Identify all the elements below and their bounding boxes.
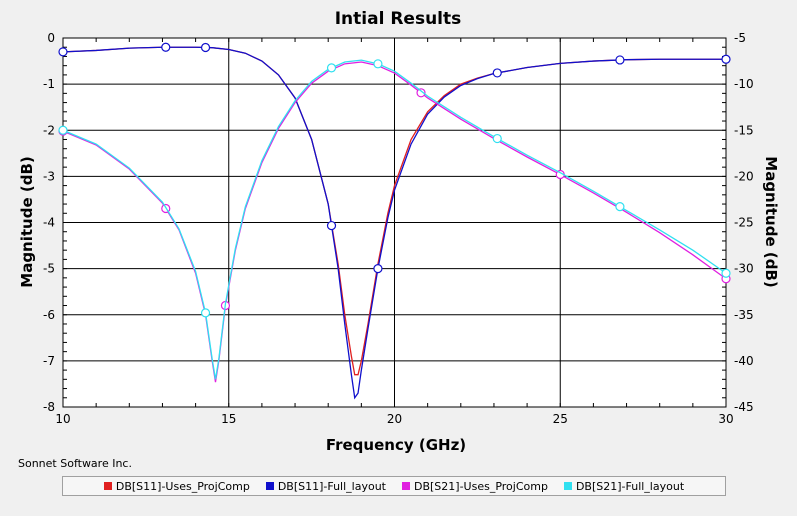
x-tick-label: 25 xyxy=(553,412,568,426)
chart-title: Intial Results xyxy=(335,9,462,29)
series-marker-db-s11-full-layout xyxy=(326,220,337,231)
y-tick-label-left: -8 xyxy=(43,400,55,414)
series-marker-db-s11-full-layout xyxy=(373,264,383,274)
credit-text: Sonnet Software Inc. xyxy=(18,457,132,470)
legend-swatch xyxy=(265,482,274,490)
y-tick-label-left: -6 xyxy=(43,308,55,322)
series-marker-db-s11-full-layout xyxy=(721,54,731,64)
series-marker-db-s11-full-layout xyxy=(161,42,171,52)
y-tick-label-right: -20 xyxy=(734,169,754,183)
y-tick-label-right: -45 xyxy=(734,400,754,414)
x-tick-label: 20 xyxy=(387,412,402,426)
x-tick-label: 30 xyxy=(718,412,733,426)
series-marker-db-s11-full-layout xyxy=(200,42,211,53)
y-tick-label-right: -5 xyxy=(734,31,746,45)
y-tick-label-right: -30 xyxy=(734,262,754,276)
legend-swatch xyxy=(103,482,112,490)
legend: DB[S11]-Uses_ProjComp DB[S11]-Full_layout… xyxy=(62,476,726,496)
series-marker-db-s11-full-layout xyxy=(492,68,502,78)
legend-label: DB[S21]-Full_layout xyxy=(575,479,685,493)
y-tick-label-left: -3 xyxy=(43,169,55,183)
series-line-db-s21-full-layout xyxy=(63,59,726,380)
series-marker-db-s11-full-layout xyxy=(615,55,625,65)
series-marker-db-s21-full-layout xyxy=(492,133,502,144)
y-tick-label-right: -25 xyxy=(734,216,754,230)
x-tick-label: 15 xyxy=(221,412,236,426)
legend-label: DB[S11]-Uses_ProjComp xyxy=(115,479,250,493)
series-marker-db-s21-full-layout xyxy=(58,125,68,135)
y-tick-label-right: -35 xyxy=(734,308,754,322)
legend-swatch xyxy=(402,482,410,490)
series-line-db-s11-full-layout xyxy=(63,46,726,400)
series-marker-db-s21-full-layout xyxy=(721,268,731,278)
series-marker-db-s21-full-layout xyxy=(373,59,383,69)
y-tick-label-left: -7 xyxy=(43,354,55,368)
plot-frame xyxy=(62,37,727,408)
y-axis-label-left: Magnitude (dB) xyxy=(18,156,36,287)
series-marker-db-s11-full-layout xyxy=(58,47,68,57)
series-marker-db-s21-full-layout xyxy=(200,308,211,318)
plot-layer: 10 15 20 25 30 0 -1 -2 -3 -4 -5 -6 -7 -8 -5 -10 -15 -20 -2… xyxy=(43,31,754,426)
x-tick-label: 10 xyxy=(55,412,70,426)
y-tick-label-left: -4 xyxy=(43,216,55,230)
y-tick-label-left: -1 xyxy=(43,77,55,91)
y-tick-label-right: -10 xyxy=(734,77,754,91)
series-marker-db-s21-uses-projcomp xyxy=(416,88,426,98)
legend-item: DB[S21]-Uses_ProjComp xyxy=(402,480,548,493)
y-tick-label-left: -5 xyxy=(43,262,55,276)
y-tick-label-right: -40 xyxy=(734,354,754,368)
legend-swatch xyxy=(563,482,572,490)
series-marker-db-s21-full-layout xyxy=(615,202,625,212)
y-tick-label-right: -15 xyxy=(734,123,754,137)
y-tick-label-left: -2 xyxy=(43,123,55,137)
legend-item: DB[S21]-Full_layout xyxy=(563,479,685,493)
legend-label: DB[S11]-Full_layout xyxy=(277,479,386,493)
y-axis-label-right: Magnitude (dB) xyxy=(762,156,780,287)
legend-item: DB[S11]-Full_layout xyxy=(265,479,386,493)
legend-label: DB[S21]-Uses_ProjComp xyxy=(414,479,548,493)
y-tick-label-left: 0 xyxy=(47,31,55,45)
x-axis-label: Frequency (GHz) xyxy=(326,436,466,454)
legend-item: DB[S11]-Uses_ProjComp xyxy=(103,479,250,493)
series-marker-db-s21-full-layout xyxy=(326,63,337,73)
